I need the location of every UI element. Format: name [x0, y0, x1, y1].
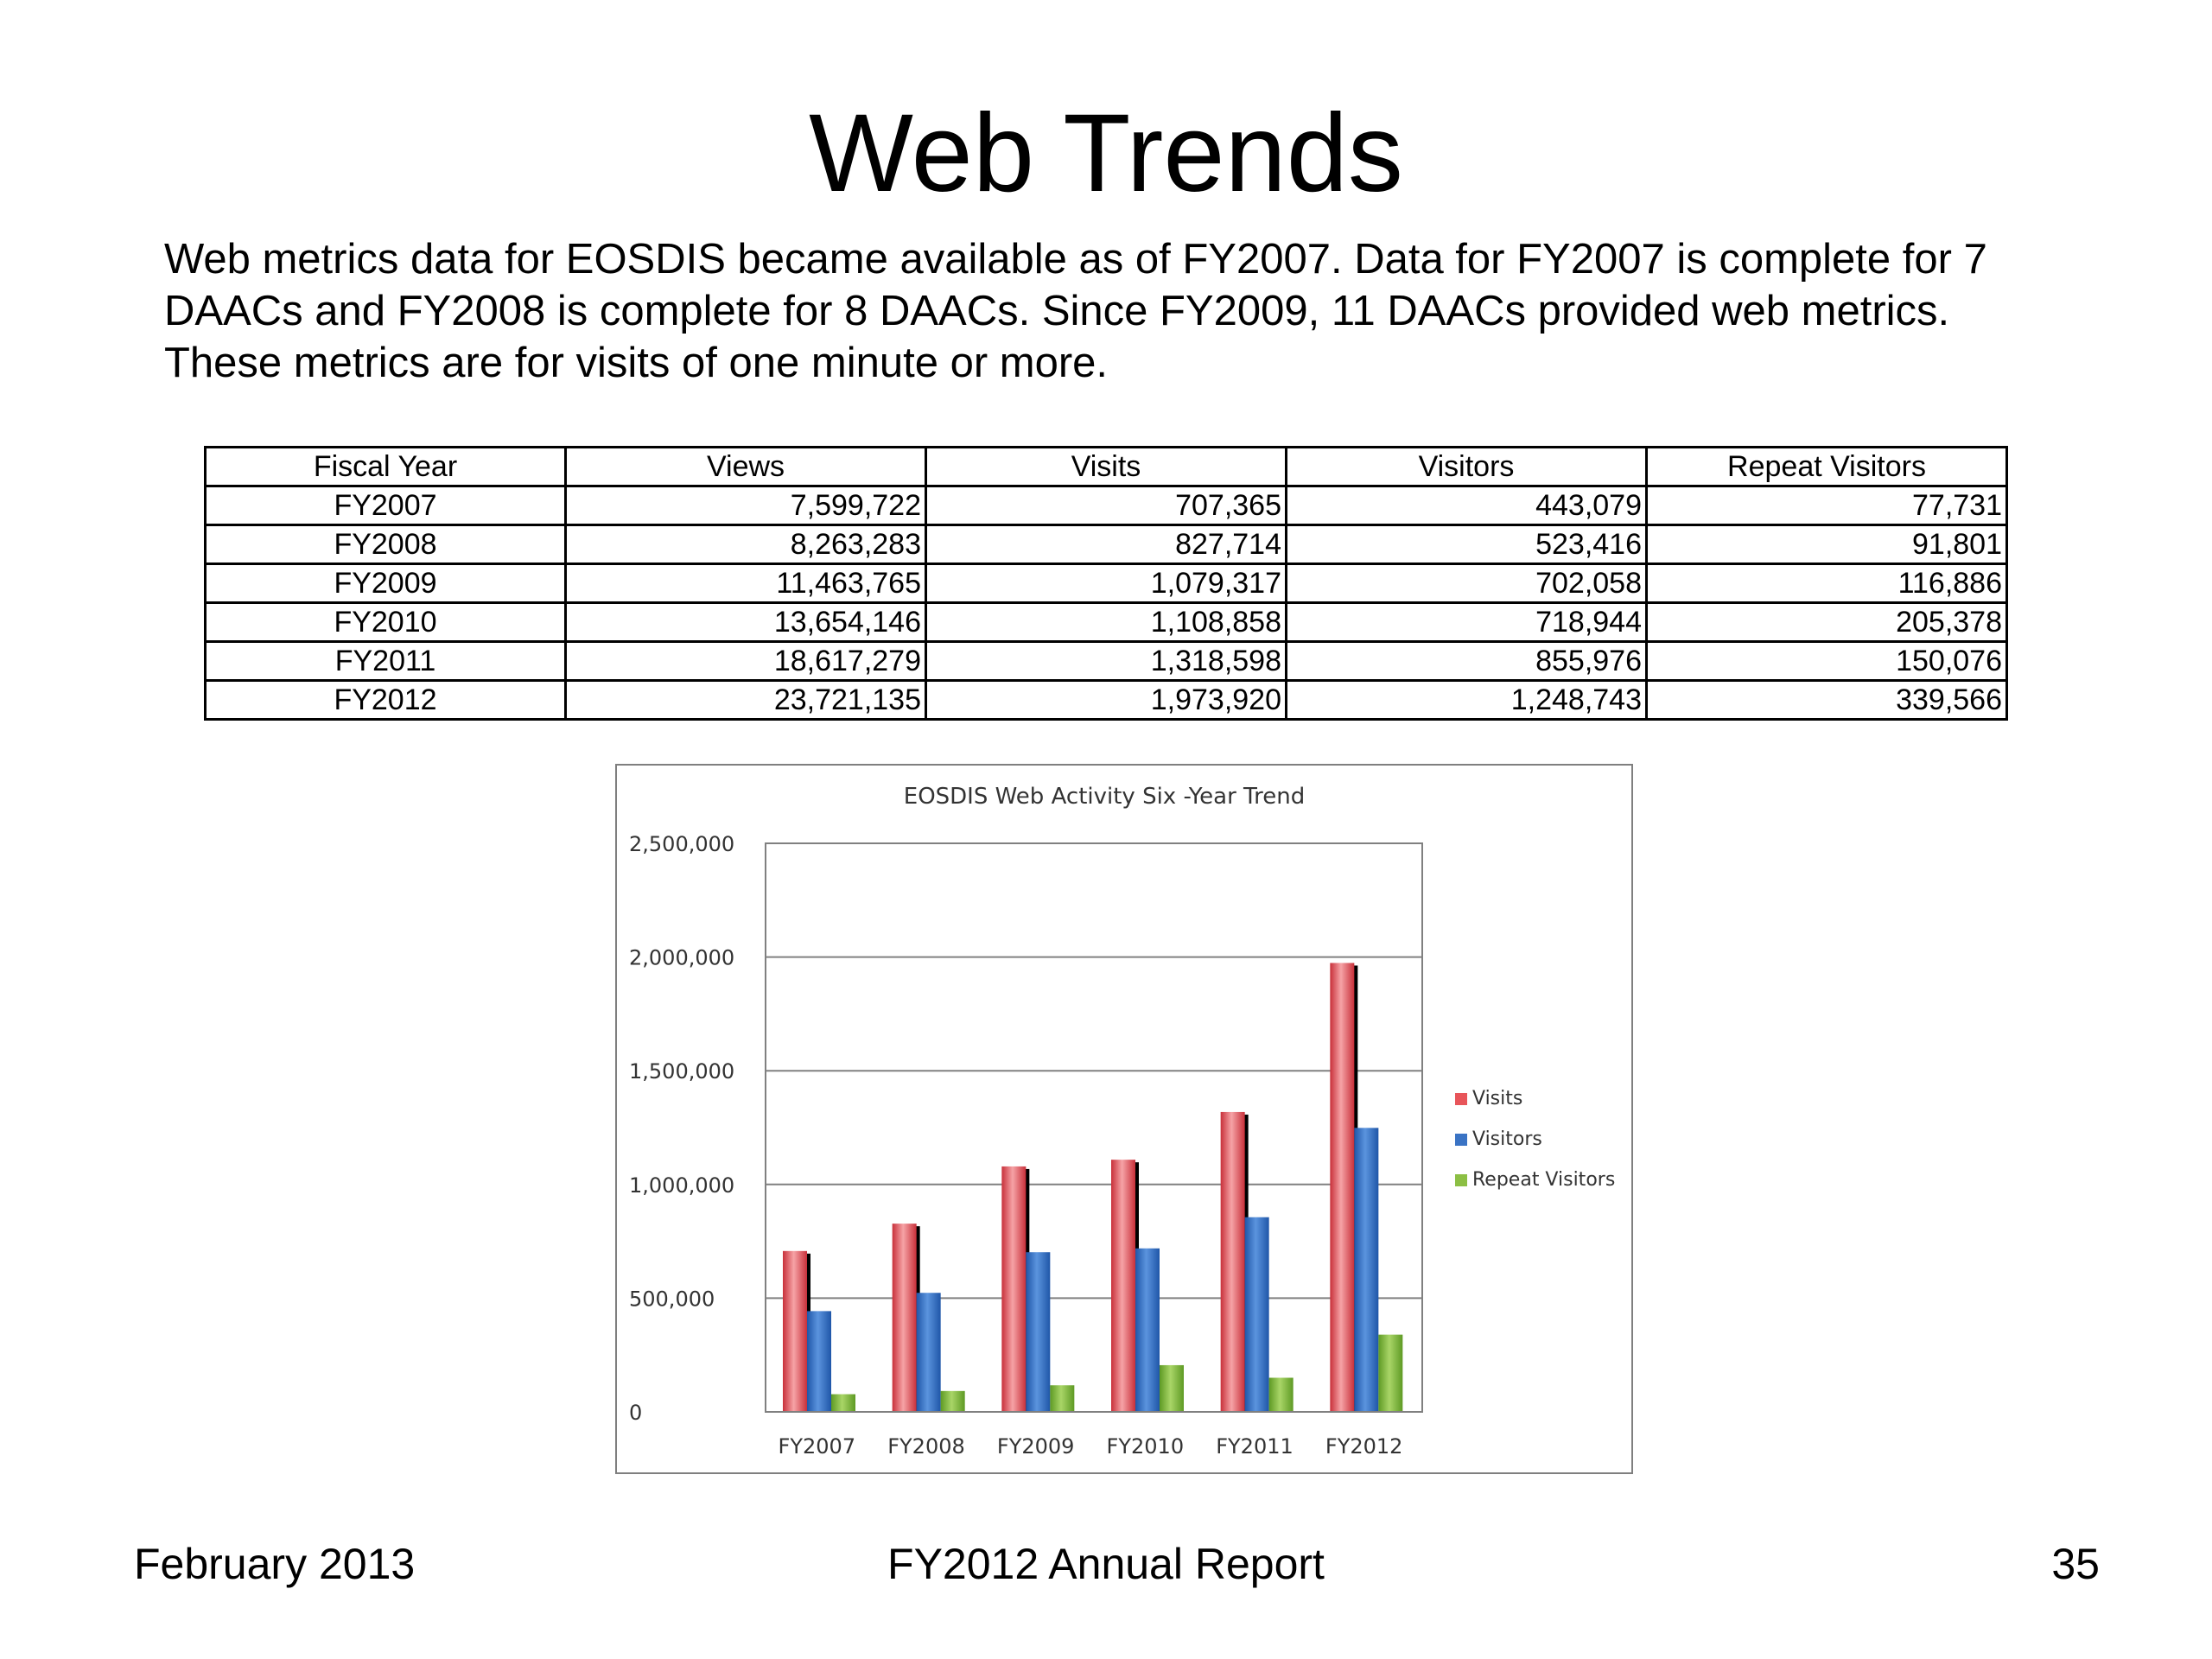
x-tick-label: FY2010 [1107, 1434, 1185, 1459]
cell-repeat-visitors: 91,801 [1645, 524, 2008, 565]
table-row: FY2007 7,599,722 707,365 443,079 77,731 [204, 485, 2008, 526]
repeat-visitors-bar [831, 1394, 855, 1412]
plot-area-border [765, 842, 1423, 1413]
cell-visitors: 443,079 [1285, 485, 1648, 526]
y-tick-label: 500,000 [629, 1287, 715, 1311]
table-row: FY2011 18,617,279 1,318,598 855,976 150,… [204, 640, 2008, 682]
table-row: FY2009 11,463,765 1,079,317 702,058 116,… [204, 563, 2008, 604]
cell-views: 13,654,146 [564, 601, 927, 643]
chart-title: EOSDIS Web Activity Six -Year Trend [904, 784, 1305, 810]
table-row: FY2012 23,721,135 1,973,920 1,248,743 33… [204, 679, 2008, 721]
col-header-repeat-visitors: Repeat Visitors [1645, 446, 2008, 487]
intro-paragraph: Web metrics data for EOSDIS became avail… [164, 233, 2100, 389]
intro-line-1: Web metrics data for EOSDIS became avail… [164, 236, 1987, 283]
cell-visitors: 523,416 [1285, 524, 1648, 565]
y-tick-label: 1,000,000 [629, 1173, 734, 1198]
x-tick-label: FY2008 [887, 1434, 965, 1459]
cell-repeat-visitors: 339,566 [1645, 679, 2008, 721]
repeat-visitors-bar [1160, 1364, 1184, 1412]
cell-views: 18,617,279 [564, 640, 927, 682]
visits-bar [1001, 1166, 1027, 1412]
visitors-bar [1244, 1217, 1269, 1412]
cell-visits: 707,365 [925, 485, 1287, 526]
intro-line-2: DAACs and FY2008 is complete for 8 DAACs… [164, 288, 1950, 334]
intro-line-3: These metrics are for visits of one minu… [164, 340, 1108, 386]
repeat-visitors-bar [1378, 1334, 1403, 1412]
cell-visitors: 1,248,743 [1285, 679, 1648, 721]
y-tick-label: 2,000,000 [629, 946, 734, 970]
visits-bar [1111, 1160, 1135, 1412]
table-row: FY2010 13,654,146 1,108,858 718,944 205,… [204, 601, 2008, 643]
cell-visitors: 718,944 [1285, 601, 1648, 643]
visitors-bar [1135, 1248, 1160, 1412]
y-tick-label: 0 [629, 1401, 642, 1425]
cell-fiscal-year: FY2008 [204, 524, 567, 565]
legend-label: Repeat Visitors [1472, 1169, 1615, 1191]
web-metrics-table: Fiscal Year Views Visits Visitors Repeat… [204, 446, 2008, 721]
x-tick-label: FY2011 [1216, 1434, 1294, 1459]
legend-label: Visits [1472, 1088, 1522, 1109]
col-header-visitors: Visitors [1285, 446, 1648, 487]
cell-visits: 1,318,598 [925, 640, 1287, 682]
y-tick-label: 2,500,000 [629, 832, 734, 856]
visitors-bar [807, 1311, 831, 1412]
cell-repeat-visitors: 77,731 [1645, 485, 2008, 526]
cell-visits: 1,079,317 [925, 563, 1287, 604]
cell-repeat-visitors: 150,076 [1645, 640, 2008, 682]
visits-bar [1220, 1111, 1245, 1412]
cell-visitors: 855,976 [1285, 640, 1648, 682]
x-tick-label: FY2009 [997, 1434, 1075, 1459]
visits-bar [1330, 963, 1355, 1412]
cell-visits: 1,973,920 [925, 679, 1287, 721]
visitors-bar [916, 1293, 941, 1412]
cell-fiscal-year: FY2009 [204, 563, 567, 604]
y-tick-label: 1,500,000 [629, 1059, 734, 1084]
col-header-visits: Visits [925, 446, 1287, 487]
legend-swatch [1455, 1174, 1467, 1186]
cell-repeat-visitors: 116,886 [1645, 563, 2008, 604]
cell-visits: 827,714 [925, 524, 1287, 565]
cell-repeat-visitors: 205,378 [1645, 601, 2008, 643]
repeat-visitors-bar [940, 1390, 965, 1412]
repeat-visitors-bar [1050, 1385, 1075, 1412]
cell-views: 23,721,135 [564, 679, 927, 721]
visitors-bar [1354, 1128, 1379, 1412]
x-tick-label: FY2012 [1325, 1434, 1403, 1459]
legend-swatch [1455, 1093, 1467, 1105]
cell-fiscal-year: FY2007 [204, 485, 567, 526]
table-row: FY2008 8,263,283 827,714 523,416 91,801 [204, 524, 2008, 565]
visits-bar [783, 1250, 807, 1412]
cell-views: 11,463,765 [564, 563, 927, 604]
page-number: 35 [2051, 1540, 2100, 1588]
cell-views: 8,263,283 [564, 524, 927, 565]
col-header-fiscal-year: Fiscal Year [204, 446, 567, 487]
slide-title: Web Trends [809, 92, 1403, 215]
cell-fiscal-year: FY2012 [204, 679, 567, 721]
cell-fiscal-year: FY2010 [204, 601, 567, 643]
footer-report-name: FY2012 Annual Report [887, 1540, 1325, 1588]
cell-visits: 1,108,858 [925, 601, 1287, 643]
visitors-bar [1026, 1252, 1051, 1412]
x-tick-label: FY2007 [779, 1434, 856, 1459]
table-header-row: Fiscal Year Views Visits Visitors Repeat… [204, 446, 2008, 487]
legend-label: Visitors [1472, 1128, 1542, 1150]
footer-date: February 2013 [134, 1540, 416, 1588]
cell-views: 7,599,722 [564, 485, 927, 526]
legend-swatch [1455, 1134, 1467, 1146]
chart-canvas: EOSDIS Web Activity Six -Year Trend 0 500,… [629, 784, 1615, 1459]
cell-fiscal-year: FY2011 [204, 640, 567, 682]
web-activity-chart: EOSDIS Web Activity Six -Year Trend 0 500,… [615, 764, 1633, 1474]
cell-visitors: 702,058 [1285, 563, 1648, 604]
col-header-views: Views [564, 446, 927, 487]
visits-bar [892, 1224, 917, 1412]
repeat-visitors-bar [1268, 1377, 1294, 1412]
